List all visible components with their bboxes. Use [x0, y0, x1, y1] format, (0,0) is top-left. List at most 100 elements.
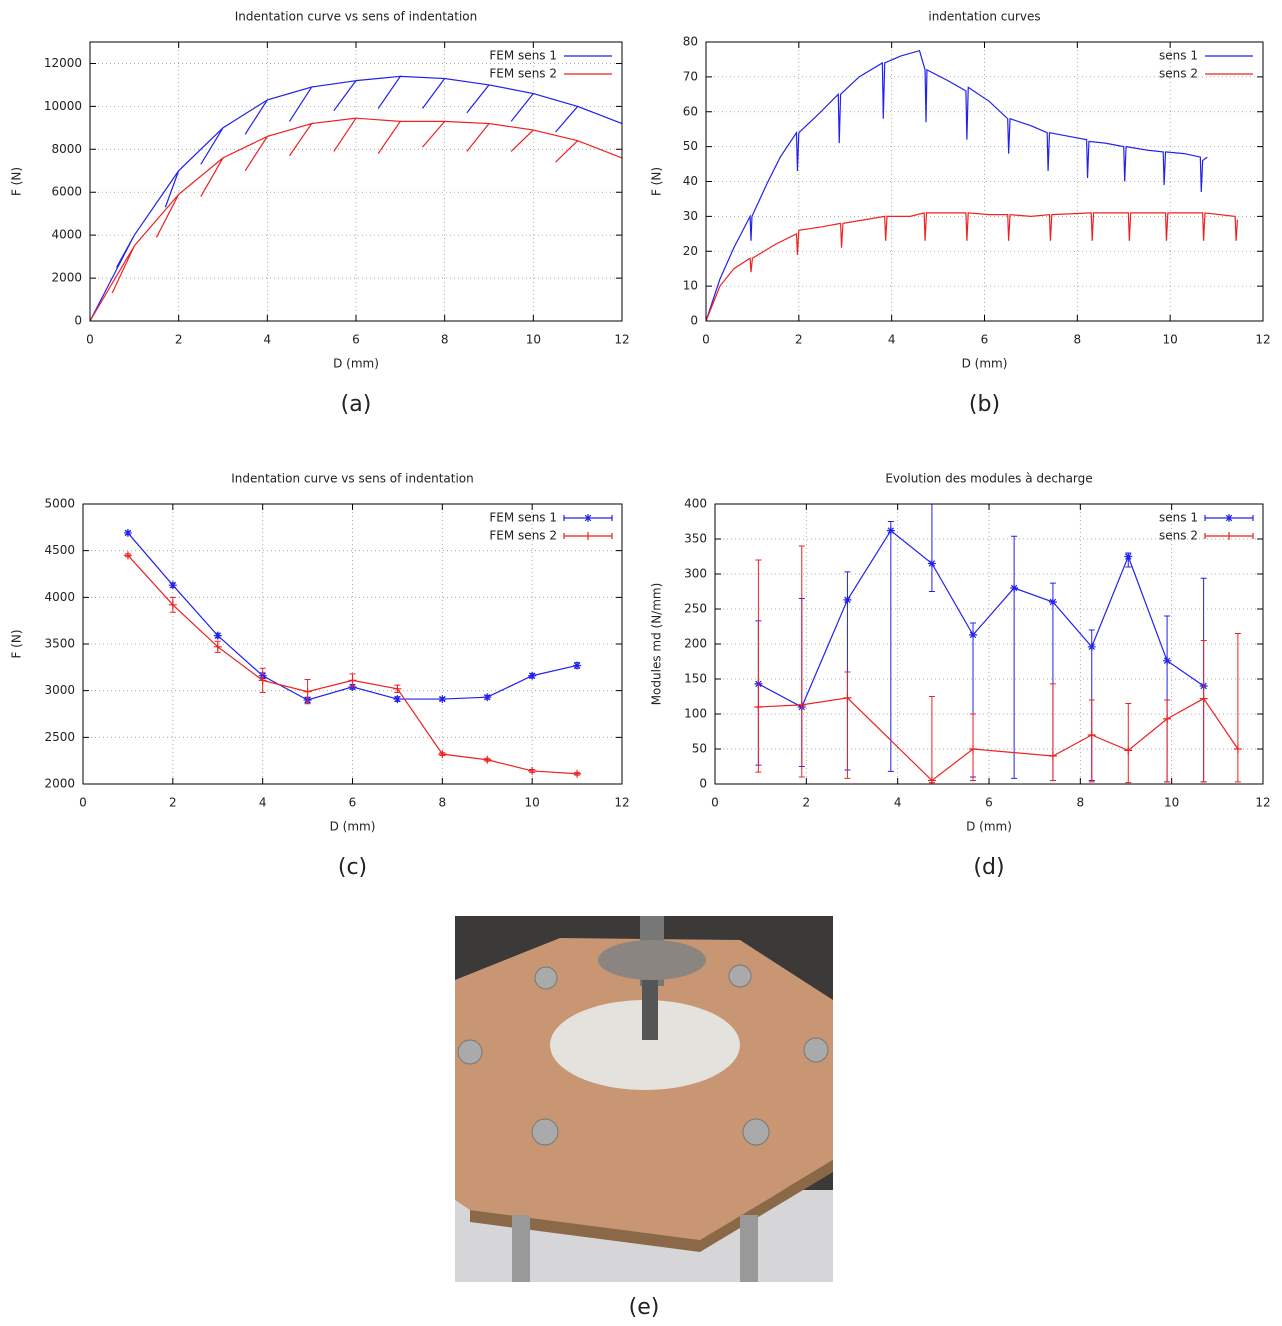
point-marker	[797, 700, 806, 709]
plot-frame	[82, 503, 623, 785]
y-tick-label: 250	[684, 602, 707, 616]
x-tick-label: 0	[702, 333, 710, 347]
y-tick-label: 20	[683, 244, 698, 258]
error-bar	[755, 559, 762, 773]
error-bar	[928, 696, 935, 784]
y-tick-label: 50	[692, 742, 707, 756]
photo-rod	[642, 980, 658, 1040]
point-marker	[348, 676, 357, 685]
photo-nut	[742, 1118, 770, 1146]
caption: (d)	[973, 855, 1004, 880]
legend-swatch	[563, 514, 613, 522]
y-tick-label: 60	[683, 104, 698, 118]
caption: (b)	[969, 392, 1000, 417]
plot-frame	[705, 41, 1264, 322]
y-tick-label: 30	[683, 209, 698, 223]
plot-frame	[714, 503, 1264, 785]
point-marker	[1199, 694, 1208, 703]
y-tick-label: 3000	[44, 683, 75, 697]
point-marker	[1087, 731, 1096, 739]
y-tick-label: 150	[684, 672, 707, 686]
x-tick-label: 4	[894, 796, 902, 810]
y-tick-label: 5000	[44, 497, 75, 511]
legend-swatch	[1204, 532, 1254, 540]
point-marker	[1124, 746, 1133, 755]
point-marker	[843, 693, 852, 702]
point-marker	[168, 600, 177, 609]
x-axis-label: D (mm)	[966, 820, 1012, 834]
point-marker	[927, 559, 936, 568]
photo-punch	[598, 940, 706, 980]
y-tick-label: 2000	[44, 777, 75, 791]
chart: Indentation curve vs sens of indentation…	[10, 10, 630, 418]
series-line	[705, 212, 1239, 322]
point-marker	[258, 676, 267, 685]
point-marker	[1163, 656, 1172, 665]
chart-title: Evolution des modules à decharge	[885, 472, 1092, 486]
y-tick-label: 10000	[44, 99, 82, 113]
series-line	[758, 529, 1204, 708]
point-marker	[1124, 552, 1133, 561]
point-marker	[528, 671, 537, 680]
error-bar	[1088, 699, 1095, 783]
point-marker	[393, 684, 402, 693]
error-bar	[1200, 640, 1207, 783]
y-tick-label: 4000	[44, 590, 75, 604]
point-marker	[573, 769, 582, 778]
photo-nut	[457, 1039, 483, 1065]
photo-bolt	[740, 1215, 758, 1282]
point-marker	[483, 755, 492, 764]
x-tick-label: 6	[985, 796, 993, 810]
series-line	[758, 697, 1239, 782]
x-axis-label: D (mm)	[330, 820, 376, 834]
x-tick-label: 4	[888, 333, 896, 347]
point-marker	[1048, 752, 1057, 760]
x-tick-label: 12	[614, 796, 629, 810]
y-tick-label: 0	[690, 314, 698, 328]
point-marker	[1163, 714, 1172, 723]
legend-label: sens 2	[1159, 529, 1198, 543]
x-tick-label: 12	[614, 333, 629, 347]
y-tick-label: 0	[699, 777, 707, 791]
error-bar	[887, 521, 894, 772]
chart: Evolution des modules à decharge D (mm) Mo…	[650, 472, 1271, 881]
point-marker	[1048, 598, 1057, 606]
legend-swatch	[563, 532, 613, 540]
caption: (e)	[629, 1295, 660, 1320]
y-tick-label: 0	[74, 314, 82, 328]
error-bar	[928, 503, 935, 592]
error-bar	[1049, 683, 1056, 781]
photo-nut	[803, 1037, 829, 1063]
x-tick-label: 8	[441, 333, 449, 347]
photo-bolt	[512, 1215, 530, 1282]
point-marker	[123, 528, 132, 537]
y-axis-label: F (N)	[650, 167, 664, 196]
photo-nut	[531, 1118, 559, 1146]
point-marker	[1010, 584, 1019, 592]
point-marker	[213, 642, 222, 651]
error-bar	[1011, 535, 1018, 779]
x-tick-label: 2	[175, 333, 183, 347]
x-tick-label: 12	[1255, 333, 1270, 347]
x-axis-label: D (mm)	[962, 357, 1008, 371]
x-tick-label: 10	[1164, 796, 1179, 810]
y-axis-label: F (N)	[10, 629, 24, 658]
chart-title: Indentation curve vs sens of indentation	[231, 472, 474, 486]
x-tick-label: 0	[711, 796, 719, 810]
point-marker	[438, 695, 447, 704]
point-marker	[573, 661, 582, 670]
point-marker	[886, 526, 895, 535]
legend-label: FEM sens 1	[489, 511, 557, 525]
y-tick-label: 4500	[44, 543, 75, 557]
y-tick-label: 3500	[44, 637, 75, 651]
caption: (a)	[341, 392, 372, 417]
x-tick-label: 10	[526, 333, 541, 347]
x-tick-label: 2	[795, 333, 803, 347]
legend-label: sens 2	[1159, 67, 1198, 81]
photo-sample	[550, 1000, 740, 1090]
y-tick-label: 2000	[51, 271, 82, 285]
error-bar	[844, 671, 851, 779]
photo-nuts	[457, 964, 829, 1146]
y-tick-label: 2500	[44, 730, 75, 744]
